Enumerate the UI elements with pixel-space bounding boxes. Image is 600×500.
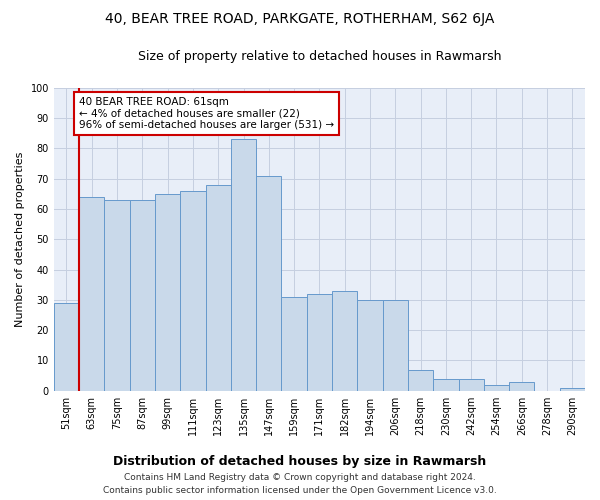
Y-axis label: Number of detached properties: Number of detached properties — [15, 152, 25, 327]
Bar — [104, 200, 130, 391]
Bar — [256, 176, 281, 391]
Bar — [307, 294, 332, 391]
Text: 40 BEAR TREE ROAD: 61sqm
← 4% of detached houses are smaller (22)
96% of semi-de: 40 BEAR TREE ROAD: 61sqm ← 4% of detache… — [79, 97, 334, 130]
Bar — [79, 197, 104, 391]
Bar — [231, 140, 256, 391]
Bar — [54, 303, 79, 391]
Text: 40, BEAR TREE ROAD, PARKGATE, ROTHERHAM, S62 6JA: 40, BEAR TREE ROAD, PARKGATE, ROTHERHAM,… — [106, 12, 494, 26]
Bar — [560, 388, 585, 391]
Bar — [130, 200, 155, 391]
Bar — [155, 194, 180, 391]
Bar — [358, 300, 383, 391]
Bar — [206, 184, 231, 391]
Title: Size of property relative to detached houses in Rawmarsh: Size of property relative to detached ho… — [137, 50, 501, 63]
Text: Distribution of detached houses by size in Rawmarsh: Distribution of detached houses by size … — [113, 454, 487, 468]
Bar — [180, 191, 206, 391]
Bar — [458, 378, 484, 391]
Text: Contains public sector information licensed under the Open Government Licence v3: Contains public sector information licen… — [103, 486, 497, 495]
Bar — [408, 370, 433, 391]
Bar — [484, 384, 509, 391]
Text: Contains HM Land Registry data © Crown copyright and database right 2024.: Contains HM Land Registry data © Crown c… — [124, 474, 476, 482]
Bar — [509, 382, 535, 391]
Bar — [383, 300, 408, 391]
Bar — [281, 297, 307, 391]
Bar — [433, 378, 458, 391]
Bar — [332, 291, 358, 391]
